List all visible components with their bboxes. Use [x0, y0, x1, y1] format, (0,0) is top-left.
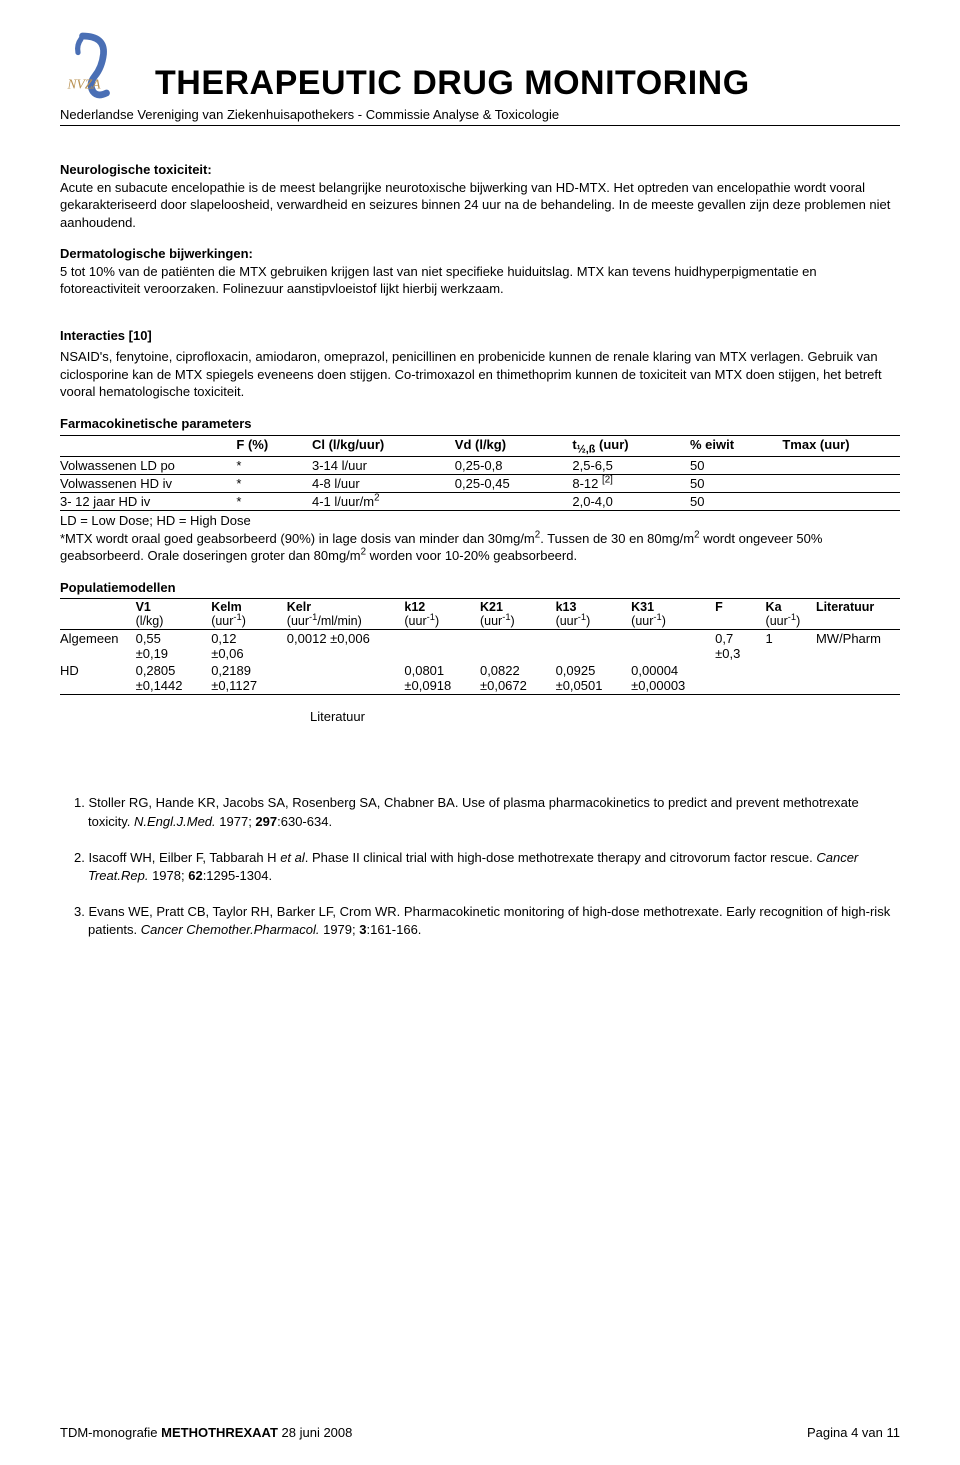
- pop-header-row: V1(l/kg) Kelm(uur-1) Kelr(uur-1/ml/min) …: [60, 599, 900, 630]
- footer-right: Pagina 4 van 11: [807, 1425, 900, 1440]
- page-footer: TDM-monografie METHOTHREXAAT 28 juni 200…: [60, 1425, 900, 1440]
- derma-head: Dermatologische bijwerkingen:: [60, 245, 900, 263]
- neuro-body: Acute en subacute encelopathie is de mee…: [60, 180, 890, 230]
- nvza-logo: NVZA: [60, 30, 135, 105]
- derma-paragraph: Dermatologische bijwerkingen: 5 tot 10% …: [60, 245, 900, 298]
- interacties-head: Interacties [10]: [60, 327, 900, 345]
- pk-h1: F (%): [236, 435, 312, 457]
- page-subtitle: Nederlandse Vereniging van Ziekenhuisapo…: [60, 107, 900, 126]
- pk-notes: LD = Low Dose; HD = High Dose *MTX wordt…: [60, 512, 900, 565]
- references: 1. Stoller RG, Hande KR, Jacobs SA, Rose…: [60, 794, 900, 939]
- pk-table: F (%) Cl (l/kg/uur) Vd (l/kg) t½,ß (uur)…: [60, 435, 900, 512]
- page-header: NVZA THERAPEUTIC DRUG MONITORING: [60, 30, 900, 105]
- neuro-paragraph: Neurologische toxiciteit: Acute en subac…: [60, 161, 900, 231]
- pk-h5: % eiwit: [690, 435, 782, 457]
- page-title: THERAPEUTIC DRUG MONITORING: [155, 64, 750, 105]
- ref-2: 2. Isacoff WH, Eilber F, Tabbarah H et a…: [60, 849, 900, 885]
- table-row: Volwassenen HD iv * 4-8 l/uur 0,25-0,45 …: [60, 475, 900, 493]
- table-row: 3- 12 jaar HD iv * 4-1 l/uur/m2 2,0-4,0 …: [60, 493, 900, 511]
- table-row: HD 0,2805±0,1442 0,2189±0,1127 0,0801±0,…: [60, 662, 900, 695]
- pk-header-row: F (%) Cl (l/kg/uur) Vd (l/kg) t½,ß (uur)…: [60, 435, 900, 457]
- table-row: Algemeen 0,55±0,19 0,12±0,06 0,0012 ±0,0…: [60, 630, 900, 663]
- pk-head: Farmacokinetische parameters: [60, 415, 900, 433]
- svg-text:NVZA: NVZA: [67, 77, 102, 92]
- pop-head: Populatiemodellen: [60, 579, 900, 597]
- pk-h6: Tmax (uur): [782, 435, 900, 457]
- pk-h3: Vd (l/kg): [455, 435, 573, 457]
- ref-1: 1. Stoller RG, Hande KR, Jacobs SA, Rose…: [60, 794, 900, 830]
- pk-h2: Cl (l/kg/uur): [312, 435, 455, 457]
- interacties-body: NSAID's, fenytoine, ciprofloxacin, amiod…: [60, 348, 900, 401]
- pop-table: V1(l/kg) Kelm(uur-1) Kelr(uur-1/ml/min) …: [60, 598, 900, 695]
- pk-h4: t½,ß (uur): [572, 435, 690, 457]
- table-row: Volwassenen LD po * 3-14 l/uur 0,25-0,8 …: [60, 457, 900, 475]
- ref-3: 3. Evans WE, Pratt CB, Taylor RH, Barker…: [60, 903, 900, 939]
- literatuur-label: Literatuur: [60, 709, 900, 724]
- neuro-head: Neurologische toxiciteit:: [60, 161, 900, 179]
- footer-left: TDM-monografie METHOTHREXAAT 28 juni 200…: [60, 1425, 352, 1440]
- pk-h0: [60, 435, 236, 457]
- derma-body: 5 tot 10% van de patiënten die MTX gebru…: [60, 264, 817, 297]
